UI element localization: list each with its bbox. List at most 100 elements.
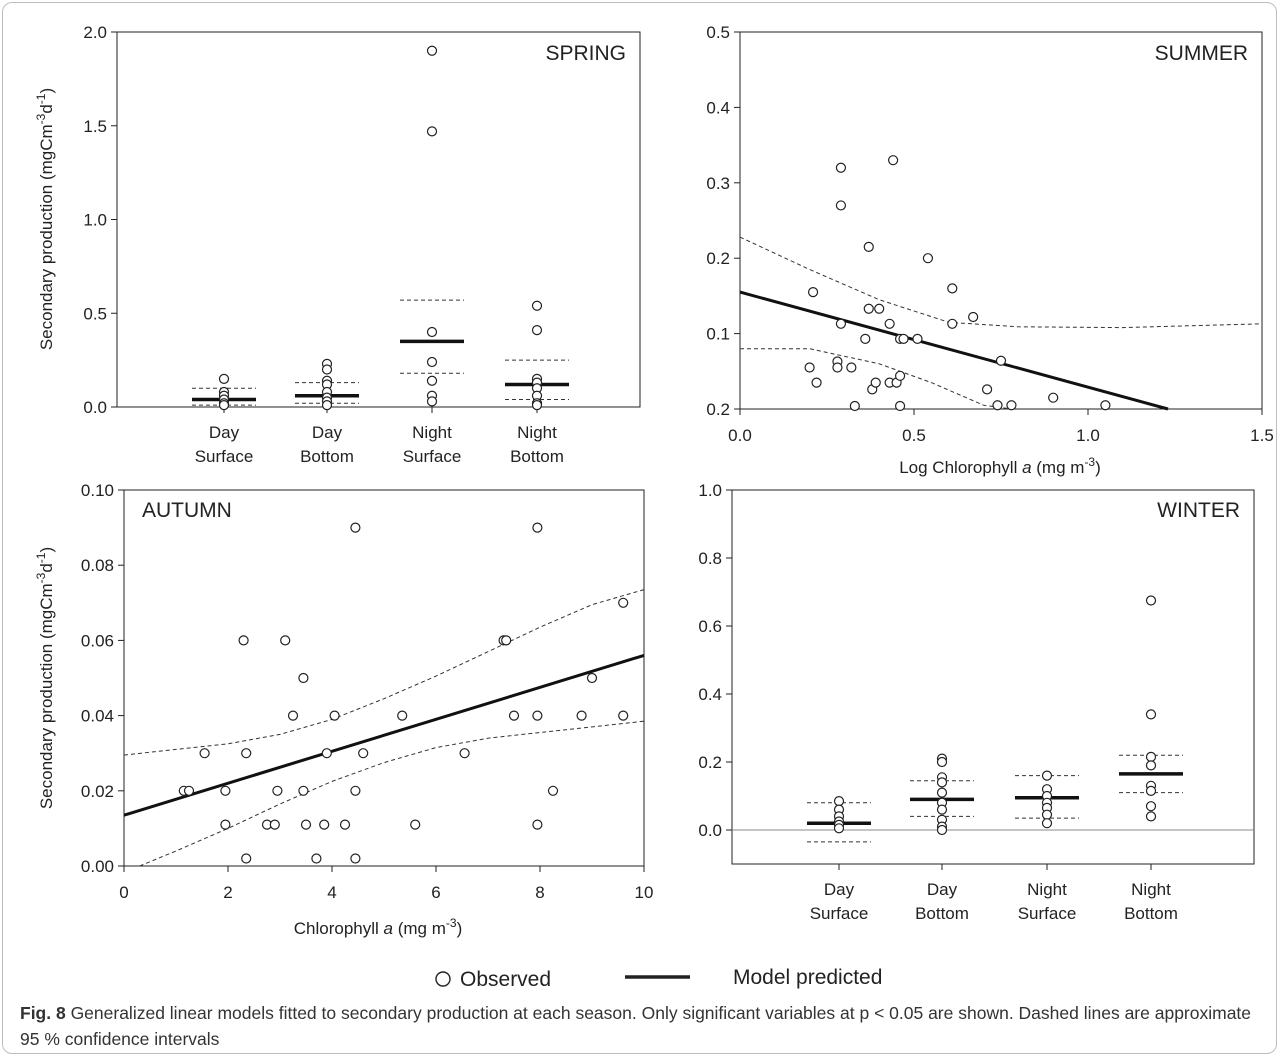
summer-observed-point [849, 400, 860, 412]
autumn-observed-point [397, 710, 408, 721]
autumn-observed-point [618, 710, 629, 721]
summer-observed-point [922, 253, 934, 264]
spring-y-ticks: 0.0 0.5 1.0 1.5 2.0 [83, 23, 117, 417]
autumn-observed-point [269, 819, 280, 830]
autumn-observed-point [311, 853, 322, 864]
autumn-y-tick-label: 0.10 [81, 481, 114, 500]
spring-observed-point [531, 400, 543, 411]
winter-category-label: Bottom [915, 904, 969, 923]
autumn-observed-point [459, 748, 470, 759]
spring-x-categories: Day Surface Day Bottom Night Surface Night Bott… [195, 407, 564, 466]
winter-observed-point [1145, 760, 1157, 771]
summer-y-tick-label: 0.2 [706, 249, 730, 268]
winter-title: WINTER [1157, 499, 1240, 522]
winter-category-label: Bottom [1124, 904, 1178, 923]
summer-observed-point [863, 303, 874, 314]
spring-category-label: Surface [403, 447, 462, 466]
spring-observed-point [426, 126, 438, 137]
summer-observed-point [894, 370, 906, 381]
winter-x-categories: Day Surface Day Bottom Night Surface Night Bott… [810, 864, 1178, 923]
winter-observed-points [833, 595, 1157, 836]
autumn-observed-point [350, 785, 361, 796]
spring-y-axis-label: Secondary production (mgCm-3d-1) [34, 88, 56, 350]
winter-y-tick-label: 0.0 [698, 821, 722, 840]
autumn-observed-point [300, 819, 312, 830]
autumn-observed-point [532, 819, 543, 830]
autumn-observed-point [287, 710, 299, 721]
winter-observed-point [1041, 809, 1053, 820]
autumn-x-tick-label: 4 [327, 883, 336, 902]
spring-model-predicted [192, 339, 569, 402]
winter-observed-point [833, 823, 845, 834]
spring-confidence-intervals [192, 299, 569, 406]
summer-observed-point [807, 287, 819, 298]
spring-category-label: Day [312, 423, 343, 442]
summer-observed-point [835, 162, 847, 173]
autumn-ci-lower [139, 720, 645, 867]
winter-observed-point [1145, 801, 1157, 812]
spring-category-label: Night [517, 423, 557, 442]
summer-y-ticks: 0.2 0.1 0.2 0.3 0.4 0.5 [706, 23, 740, 419]
figure-caption: Fig. 8 Generalized linear models fitted … [20, 1000, 1265, 1052]
summer-fit-line [739, 290, 1169, 411]
summer-observed-point [835, 200, 847, 211]
summer-observed-point [835, 318, 847, 329]
summer-x-tick-label: 0.5 [902, 426, 926, 445]
winter-model-predicted [807, 772, 1183, 825]
spring-category-label: Day [209, 423, 240, 442]
summer-x-tick-label: 1.0 [1076, 426, 1100, 445]
autumn-y-tick-label: 0.08 [81, 556, 114, 575]
summer-observed-point [804, 362, 815, 373]
winter-observed-point [936, 804, 948, 815]
autumn-confidence-intervals [123, 589, 645, 867]
autumn-observed-point [350, 853, 361, 864]
autumn-observed-point [298, 672, 309, 684]
summer-y-tick-label: 0.4 [706, 98, 730, 117]
autumn-x-tick-label: 0 [119, 883, 128, 902]
autumn-x-tick-label: 10 [635, 883, 654, 902]
winter-observed-point [1041, 770, 1053, 781]
winter-y-tick-label: 0.4 [698, 685, 722, 704]
winter-category-label: Night [1131, 880, 1171, 899]
spring-observed-point [321, 364, 333, 375]
autumn-fit-line [123, 653, 645, 817]
spring-panel: SPRING Secondary production (mgCm-3d-1) … [34, 23, 641, 466]
autumn-observed-point [241, 748, 252, 759]
spring-observed-point [426, 396, 438, 407]
winter-observed-point [833, 795, 845, 807]
autumn-observed-point [238, 635, 249, 646]
winter-observed-point [936, 756, 948, 768]
spring-plot-frame [116, 31, 641, 408]
spring-y-tick-label: 2.0 [83, 23, 107, 42]
winter-observed-point [1145, 595, 1157, 606]
summer-title: SUMMER [1155, 42, 1248, 65]
autumn-observed-point [298, 785, 309, 796]
summer-observed-point [811, 377, 822, 388]
summer-observed-point [870, 377, 881, 388]
autumn-x-tick-label: 6 [431, 883, 440, 902]
caption-text: Generalized linear models fitted to seco… [20, 1003, 1252, 1049]
winter-observed-point [1145, 811, 1157, 822]
winter-y-tick-label: 0.6 [698, 617, 722, 636]
summer-observed-point [894, 400, 906, 412]
autumn-plot-frame [123, 489, 645, 867]
summer-observed-point [912, 333, 923, 344]
autumn-ci-upper [123, 589, 645, 756]
autumn-observed-point [501, 635, 512, 646]
summer-x-tick-label: 1.5 [1250, 426, 1274, 445]
summer-observed-point [981, 384, 993, 395]
spring-observed-point [426, 356, 438, 368]
summer-x-tick-label: 0.0 [728, 426, 752, 445]
summer-y-tick-label: 0.5 [706, 23, 730, 42]
summer-x-ticks: 0.0 0.5 1.0 1.5 [728, 409, 1274, 445]
spring-y-tick-label: 1.5 [83, 117, 107, 136]
autumn-observed-point [183, 785, 195, 796]
winter-category-label: Day [824, 880, 855, 899]
autumn-x-tick-label: 8 [535, 883, 544, 902]
legend-observed-marker [435, 971, 451, 987]
autumn-observed-point [280, 635, 291, 646]
autumn-observed-point [576, 710, 587, 721]
spring-title: SPRING [545, 42, 626, 65]
summer-y-tick-label: 0.1 [706, 325, 730, 344]
